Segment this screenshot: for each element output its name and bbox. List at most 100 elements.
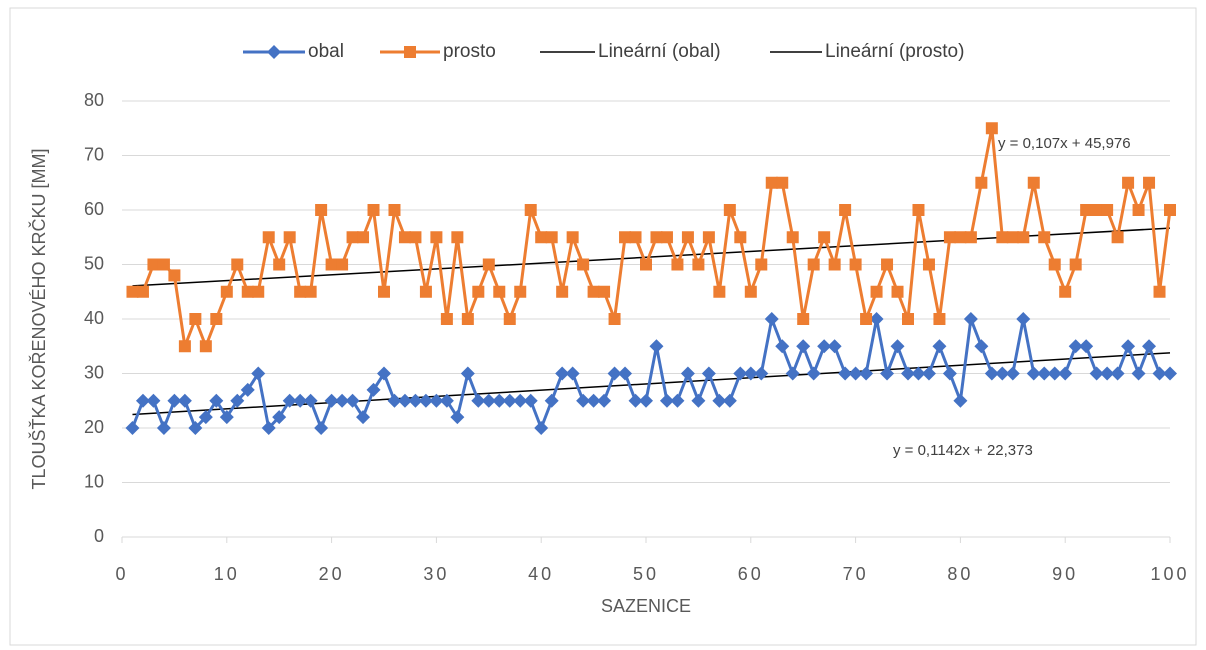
- data-point: [398, 231, 411, 244]
- data-point: [220, 285, 233, 298]
- data-point: [754, 366, 769, 381]
- data-point: [156, 421, 171, 435]
- x-tick-label: 20: [319, 564, 345, 584]
- data-point: [1017, 231, 1030, 244]
- data-point: [734, 231, 747, 244]
- data-point: [629, 231, 642, 244]
- data-point: [953, 393, 968, 408]
- data-point: [408, 393, 423, 408]
- data-point: [1058, 366, 1073, 381]
- data-point: [377, 366, 391, 381]
- data-point: [1101, 204, 1114, 216]
- data-point: [933, 313, 946, 325]
- data-point: [577, 258, 590, 271]
- data-point: [985, 122, 998, 135]
- data-point: [535, 231, 548, 244]
- data-point: [598, 285, 611, 298]
- data-point: [492, 393, 507, 408]
- data-point: [524, 204, 537, 216]
- data-point: [743, 366, 758, 381]
- trendline: [132, 352, 1171, 416]
- data-point: [146, 393, 161, 408]
- data-point: [565, 366, 580, 381]
- data-point: [692, 258, 705, 271]
- data-point: [366, 382, 381, 397]
- data-point: [304, 285, 317, 298]
- y-tick-label: 60: [84, 199, 104, 219]
- data-point: [294, 285, 307, 298]
- data-point: [502, 393, 517, 408]
- data-point: [587, 285, 600, 298]
- data-point: [608, 313, 621, 325]
- legend-label: obal: [308, 41, 344, 62]
- data-point: [345, 393, 360, 408]
- data-point: [702, 231, 715, 244]
- data-point: [963, 312, 978, 326]
- y-tick-label: 10: [84, 471, 104, 491]
- data-point: [566, 231, 579, 244]
- y-tick-label: 80: [84, 90, 104, 110]
- data-point: [607, 366, 622, 381]
- data-point: [860, 313, 873, 325]
- data-point: [902, 313, 914, 325]
- x-tick-label: 30: [423, 564, 449, 584]
- data-point: [891, 285, 904, 298]
- data-point: [680, 366, 695, 381]
- data-point: [523, 393, 538, 408]
- data-point: [1047, 366, 1062, 381]
- data-point: [251, 366, 266, 381]
- x-tick-label: 50: [633, 564, 659, 584]
- data-point: [231, 258, 244, 271]
- data-point: [346, 231, 359, 244]
- data-point: [1059, 285, 1072, 298]
- data-point: [713, 285, 726, 298]
- x-tick-label: 10: [214, 564, 240, 584]
- y-tick-label: 40: [84, 308, 104, 328]
- data-point: [755, 258, 768, 271]
- data-point: [839, 204, 852, 216]
- chart-frame: [9, 7, 1197, 646]
- data-point: [418, 393, 433, 408]
- data-point: [282, 393, 297, 408]
- data-point: [597, 393, 612, 408]
- data-point: [272, 410, 287, 425]
- data-point: [786, 231, 799, 244]
- data-point: [209, 393, 224, 408]
- data-point: [419, 285, 432, 298]
- data-point: [870, 285, 883, 298]
- data-point: [273, 258, 286, 271]
- legend-label: prosto: [443, 41, 496, 62]
- data-point: [1026, 366, 1041, 381]
- data-point: [733, 366, 748, 381]
- data-point: [1027, 176, 1040, 189]
- data-point: [659, 393, 674, 408]
- data-point: [378, 285, 390, 298]
- data-point: [827, 339, 842, 354]
- data-point: [1132, 204, 1145, 216]
- data-point: [1143, 176, 1156, 189]
- data-point: [178, 340, 191, 353]
- data-point: [409, 231, 422, 244]
- data-point: [859, 366, 874, 381]
- data-point: [722, 393, 737, 408]
- data-point: [1131, 366, 1146, 381]
- data-point: [901, 366, 915, 381]
- data-point: [796, 339, 811, 354]
- data-point: [1121, 339, 1136, 354]
- data-point: [881, 258, 894, 271]
- data-point: [357, 231, 370, 244]
- data-point: [618, 366, 633, 381]
- x-tick-label: 100: [1150, 564, 1189, 584]
- data-point: [828, 258, 841, 271]
- x-tick-label: 40: [528, 564, 554, 584]
- data-point: [1164, 204, 1176, 216]
- data-point: [555, 366, 570, 381]
- data-point: [954, 231, 967, 244]
- data-point: [545, 231, 558, 244]
- data-point: [493, 285, 506, 298]
- data-point: [230, 393, 245, 408]
- data-point: [701, 366, 716, 381]
- data-point: [1048, 258, 1061, 271]
- data-point: [460, 366, 475, 381]
- data-point: [471, 393, 486, 408]
